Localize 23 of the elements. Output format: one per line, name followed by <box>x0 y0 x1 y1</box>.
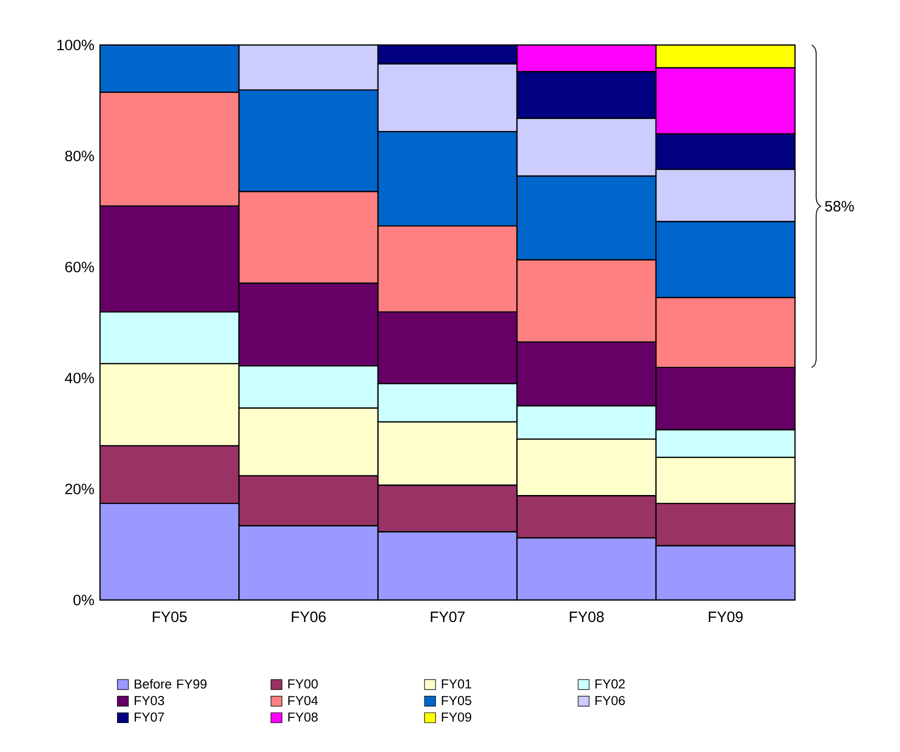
legend-label: FY06 <box>595 696 625 706</box>
legend-label: FY01 <box>442 679 472 688</box>
legend-label: FY07 <box>134 712 164 722</box>
x-tick-label: FY09 <box>708 612 743 622</box>
y-tick-label: 40% <box>64 372 94 384</box>
legend-label: FY05 <box>442 696 472 706</box>
y-tick-label: 20% <box>65 484 94 494</box>
x-tick-label: FY05 <box>152 612 187 622</box>
legend-label: FY03 <box>134 696 164 706</box>
legend-label: Before FY99 <box>134 679 206 689</box>
legend-label: FY08 <box>288 712 318 722</box>
legend-label: FY02 <box>595 679 625 688</box>
text: 58% <box>825 200 854 212</box>
x-tick-label: FY07 <box>430 612 465 622</box>
y-tick-label: 100% <box>57 40 94 50</box>
y-tick-label: 60% <box>65 262 94 272</box>
y-tick-label: 80% <box>65 150 94 162</box>
legend-label: FY09 <box>442 712 472 722</box>
x-tick-label: FY08 <box>570 612 604 622</box>
x-tick-label: FY06 <box>292 612 326 622</box>
legend-label: FY00 <box>288 679 318 688</box>
y-tick-label: 0% <box>73 594 94 606</box>
legend-label: FY04 <box>288 696 318 706</box>
